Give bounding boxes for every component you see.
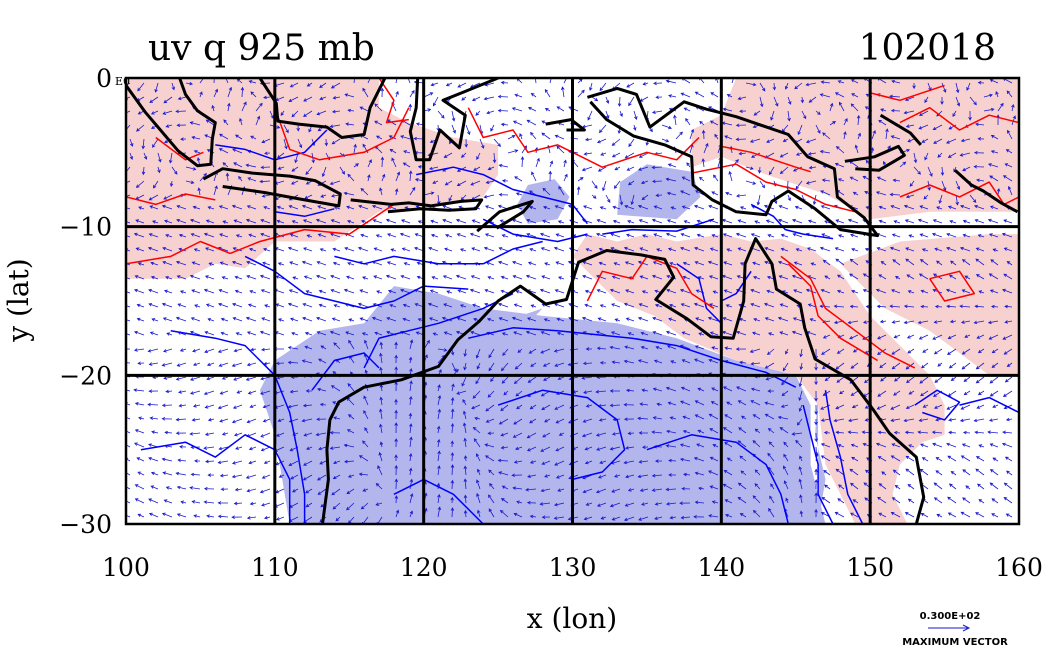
contour-negative-1 [170, 329, 306, 524]
contour-negative-18 [676, 263, 722, 324]
contour-negative-0 [140, 434, 291, 524]
region-negative-3 [517, 179, 570, 224]
contour-negative-12 [914, 389, 961, 421]
contour-positive-2 [155, 136, 204, 161]
contour-positive-13 [929, 270, 976, 302]
y-tick-label-neg10: −10 [59, 213, 112, 242]
contour-positive-12 [780, 255, 916, 369]
contour-negative-20 [720, 270, 752, 302]
contour-negative-6 [468, 327, 797, 388]
x-axis-label: x (lon) [527, 602, 617, 635]
x-tick-label-100: 100 [102, 553, 150, 582]
coastline-new_guinea [586, 86, 880, 238]
contour-negative-16 [274, 208, 335, 218]
grid [126, 78, 1019, 524]
contour-negative-8 [646, 434, 790, 524]
contour-negative-7 [497, 389, 626, 481]
region-positive-8 [840, 234, 1019, 376]
coastline-australia [321, 237, 926, 524]
contour-positive-1 [126, 193, 216, 206]
y-tick-label-neg20: −20 [59, 361, 112, 390]
contour-positive-4 [378, 78, 409, 124]
y-ticks: 0 −10 −20 −30 [59, 64, 112, 539]
y-axis-label: y (lat) [2, 258, 35, 342]
coastline-java [202, 167, 342, 208]
coastline-timor [476, 199, 534, 233]
coastlines [126, 78, 1019, 524]
x-tick-label-120: 120 [400, 553, 448, 582]
coastline-lesser_sunda [350, 198, 484, 214]
contour-positive-9 [899, 106, 1019, 131]
region-negative-2 [815, 390, 826, 524]
coastline-new_ireland [879, 113, 922, 146]
region-positive-5 [126, 78, 499, 279]
contour-negative-11 [824, 390, 864, 524]
coastline-seram [545, 118, 586, 132]
contour-negative-13 [959, 396, 1019, 414]
contour-positive-6 [691, 163, 856, 213]
region-negative-0 [259, 286, 826, 524]
plot-frame [124, 76, 1021, 526]
contour-positive-10 [870, 84, 945, 102]
chart-title-left: uv q 925 mb [148, 28, 375, 69]
x-tick-label-130: 130 [549, 553, 597, 582]
y-tick-label-neg30: −30 [59, 510, 112, 539]
x-ticks: 100 110 120 130 140 150 160 [102, 553, 1043, 582]
x-tick-label-140: 140 [697, 553, 745, 582]
vector-key-label: MAXIMUM VECTOR [902, 637, 1008, 648]
vector-key-magnitude: 0.300E+02 [920, 611, 981, 622]
contour-positive-5 [467, 107, 700, 168]
vector-key: 0.300E+02 MAXIMUM VECTOR [902, 611, 1008, 648]
region-negative-1 [326, 308, 543, 524]
y-tick-label-0: 0 [96, 64, 112, 93]
contour-negative-10 [802, 404, 834, 524]
contour-positive-8 [899, 181, 1019, 206]
contour-negative-17 [602, 218, 715, 235]
coastline-borneo [258, 78, 387, 139]
chart-title-right: 102018 [859, 28, 996, 69]
x-tick-label-160: 160 [995, 553, 1043, 582]
vector-key-arrowhead [962, 624, 971, 632]
corner-label: E0 [115, 75, 130, 88]
coastline-sumatra [126, 78, 217, 168]
contour-negative-3 [334, 240, 543, 265]
contour-positive-7 [721, 145, 811, 173]
coastline-sulawesi [408, 78, 499, 162]
contour-positive-3 [274, 107, 410, 161]
plot-area [126, 78, 1019, 524]
contour-negative-9 [393, 478, 484, 524]
contour-positive-0 [126, 203, 395, 265]
x-tick-label-110: 110 [251, 553, 299, 582]
contour-negative-2 [244, 255, 469, 310]
x-tick-label-150: 150 [846, 553, 894, 582]
contour-positive-14 [787, 263, 878, 362]
coastline-solomons [953, 169, 1019, 214]
